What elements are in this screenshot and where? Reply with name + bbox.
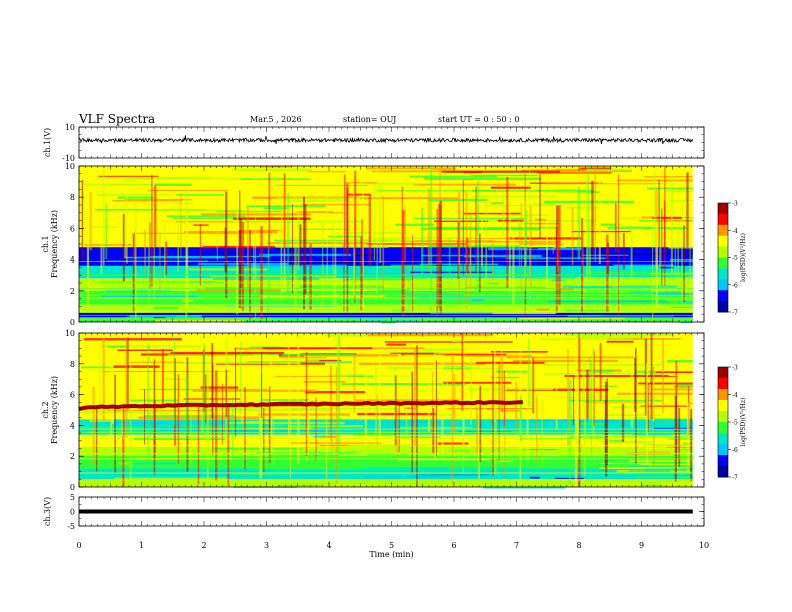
ch3-waveform-ytick-label: 0 — [70, 508, 75, 517]
xtick-label: 2 — [201, 541, 206, 550]
ch1-waveform-trace — [78, 135, 694, 145]
ch1-spectrogram-cbar-tick: -6 — [732, 282, 738, 289]
ch1-spectrogram-ytick-label: 10 — [65, 162, 75, 171]
ch2-spectrogram-ytick-label: 4 — [70, 421, 75, 430]
chart-title: VLF Spectra — [79, 112, 156, 126]
date-label: Mar.5 , 2026 — [250, 115, 302, 124]
xtick-label: 5 — [389, 541, 394, 550]
ch2-spectrogram-ytick-label: 8 — [70, 360, 75, 369]
ch2-spectrogram-cbar-label: log(PSD)(V²/Hz) — [740, 398, 747, 447]
colorbar-layer: -3 -4 -5 -6 -7 log(PSD)(V²/Hz) -3 -4 -5 -6 -7 log(P… — [717, 201, 747, 482]
ch2-spectrogram-ytick-label: 10 — [65, 329, 75, 338]
spectrogram-layer — [78, 166, 693, 489]
ch2-spectrogram-cbar-tick: -6 — [732, 447, 738, 454]
ch2-spectrogram-image — [78, 333, 693, 489]
ch1-spectrogram-colorbar: -3 -4 -5 -6 -7 log(PSD)(V²/Hz) — [717, 201, 747, 317]
station-label: station= OUJ — [343, 115, 397, 124]
x-axis: 0 1 2 3 4 5 6 7 8 9 10 Time (min) — [76, 541, 709, 559]
xtick-label: 1 — [139, 541, 144, 550]
ch2-spectrogram-band-1 — [79, 468, 693, 480]
ch1-spectrogram-cbar-label: log(PSD)(V²/Hz) — [740, 233, 747, 282]
ch1-spectrogram-cbar-tick: -4 — [732, 228, 738, 235]
ch2-spectrogram-ytick-label: 6 — [70, 391, 75, 400]
waveform-layer — [78, 135, 694, 514]
xtick-label: 9 — [639, 541, 644, 550]
ch2-spectrogram-colorbar: -3 -4 -5 -6 -7 log(PSD)(V²/Hz) — [717, 365, 747, 482]
ch2-spectrogram-cbar-tick: -5 — [732, 420, 738, 427]
ch2-spectrogram-band-3 — [79, 446, 693, 457]
ch2-spectrogram-ylabel: ch.2 — [41, 401, 50, 418]
ch2-spectrogram-ylabel: Frequency (kHz) — [50, 376, 59, 444]
ch2-spectrogram-cbar-tick: -3 — [732, 365, 738, 372]
xtick-label: 4 — [326, 541, 331, 550]
ch1-spectrogram-cbar-tick: -3 — [732, 201, 738, 208]
ch1-spectrogram-ytick-label: 6 — [70, 224, 75, 233]
ch1-spectrogram-band-2 — [79, 306, 693, 313]
ch1-spectrogram-ytick-label: 8 — [70, 193, 75, 202]
xtick-label: 6 — [451, 541, 456, 550]
ch3-waveform-ytick-label: -5 — [67, 522, 75, 531]
ch3-waveform-ylabel: ch.3(V) — [43, 497, 52, 526]
ch1-spectrogram-band-0 — [79, 317, 693, 322]
xtick-label: 0 — [76, 541, 81, 550]
xtick-label: 8 — [576, 541, 581, 550]
ch2-spectrogram-emission-line — [78, 399, 523, 411]
ch2-spectrogram-axes: 0 2 4 6 8 10 ch.2 Frequency (kHz) — [41, 329, 705, 492]
ch1-spectrogram-ylabel: Frequency (kHz) — [50, 210, 59, 278]
ch1-spectrogram-ylabel: ch.1 — [41, 235, 50, 252]
ch1-spectrogram-ytick-label: 0 — [70, 318, 75, 327]
ch2-spectrogram-cbar-tick: -7 — [732, 475, 738, 482]
ch2-spectrogram-ytick-label: 2 — [70, 452, 75, 461]
xtick-label: 3 — [264, 541, 269, 550]
ch1-spectrogram-ytick-label: 2 — [70, 287, 75, 296]
ch1-waveform-ytick-label: 10 — [65, 123, 75, 132]
start-ut-label: start UT = 0 : 50 : 0 — [438, 115, 520, 124]
xtick-label: 10 — [699, 541, 709, 550]
ch3-waveform-ytick-label: 5 — [70, 493, 75, 502]
ch3-waveform-axes: 5 0 -5 ch.3(V) — [43, 493, 705, 531]
ch2-spectrogram-cbar-tick: -4 — [732, 392, 738, 399]
xtick-label: 7 — [514, 541, 519, 550]
ch1-spectrogram-image — [79, 166, 693, 324]
x-axis-label: Time (min) — [369, 550, 413, 559]
ch1-spectrogram-axes: 0 2 4 6 8 10 ch.1 Frequency (kHz) — [41, 162, 705, 327]
ch1-waveform-ylabel: ch.1(V) — [43, 128, 52, 157]
ch2-spectrogram-band-0 — [79, 479, 693, 487]
ch1-waveform-axes: 10 -10 ch.1(V) — [43, 123, 705, 163]
ch2-spectrogram-ytick-label: 0 — [70, 483, 75, 492]
ch1-waveform-ytick-label: -10 — [62, 154, 75, 163]
ch1-spectrogram-cbar-tick: -7 — [732, 310, 738, 317]
ch1-spectrogram-ytick-label: 4 — [70, 256, 75, 265]
ch1-spectrogram-cbar-tick: -5 — [732, 255, 738, 262]
